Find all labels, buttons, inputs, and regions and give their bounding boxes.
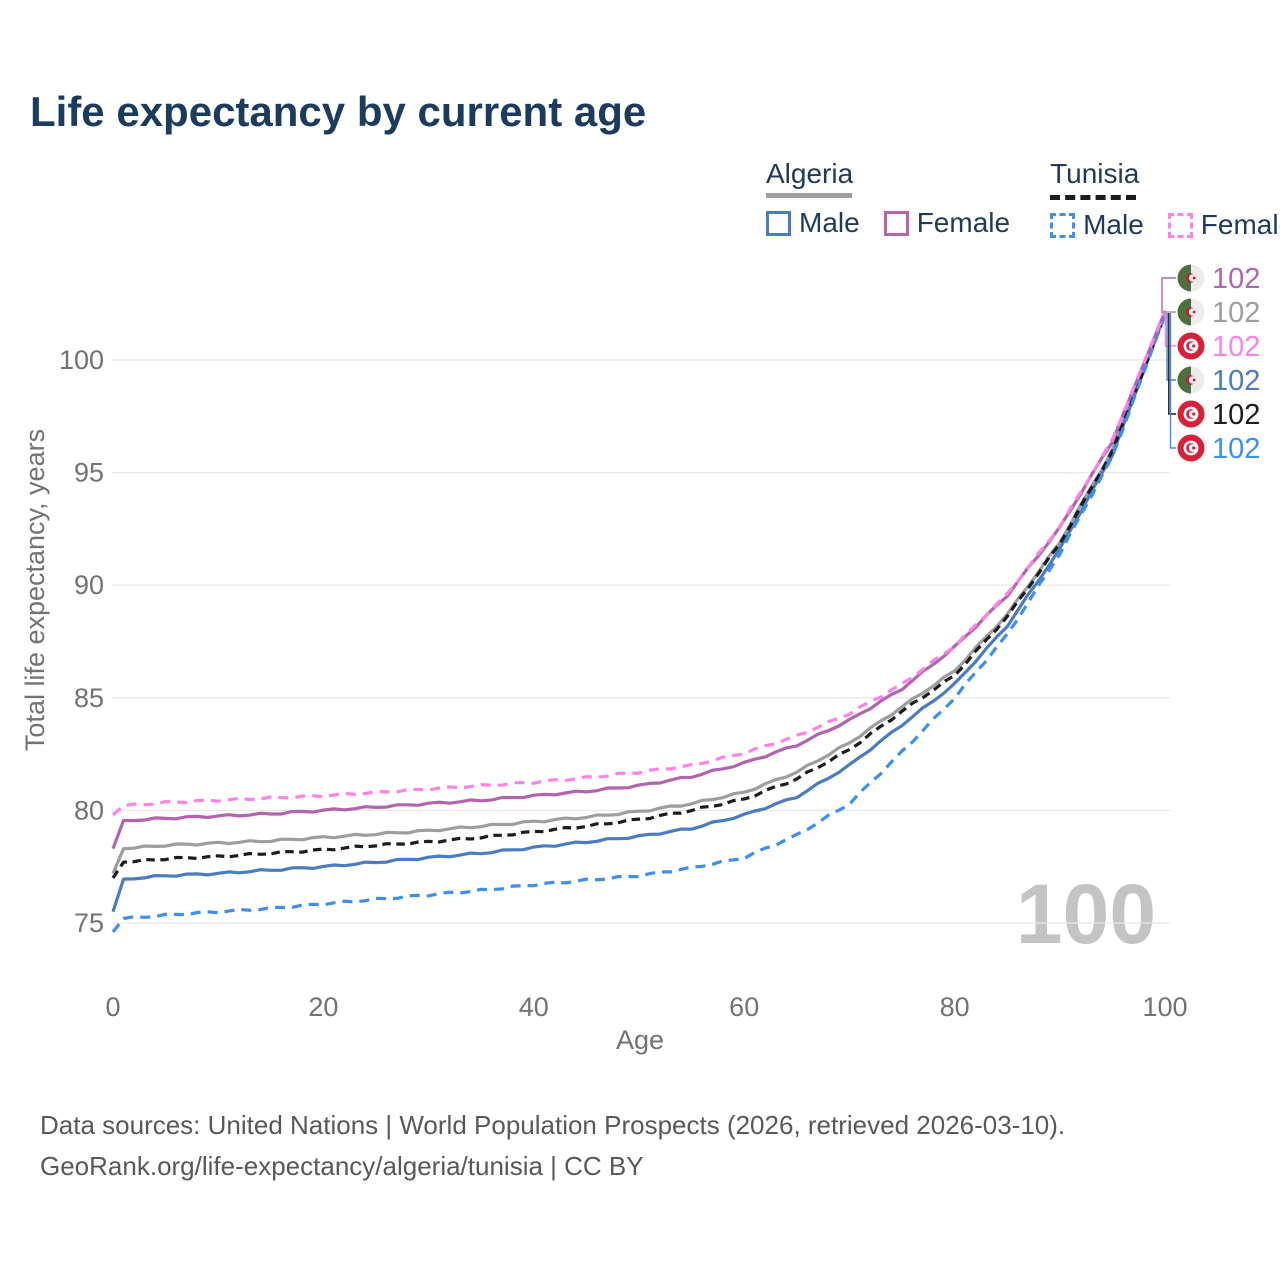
footer-sources-line: Data sources: United Nations | World Pop… — [40, 1110, 1066, 1140]
y-tick-label: 85 — [74, 683, 104, 713]
legend-label-algeria-female: Female — [916, 207, 1011, 238]
tunisia-flag-icon — [1177, 332, 1205, 360]
algeria-flag-icon — [1177, 298, 1205, 326]
tunisia-flag-icon — [1177, 400, 1205, 428]
legend-algeria-title: Algeria — [766, 158, 854, 189]
algeria-male-swatch-icon — [766, 210, 791, 236]
y-tick-label: 100 — [59, 345, 104, 375]
series-line-tunisia-male[interactable] — [111, 314, 1167, 933]
legend-label-algeria-male: Male — [799, 207, 860, 238]
end-value-label-tunisia-combined: 102 — [1212, 399, 1260, 431]
end-label-leader-line — [1164, 313, 1176, 347]
algeria-female-swatch-icon — [883, 210, 909, 236]
end-label-leader-line — [1168, 313, 1176, 415]
x-tick-label: 80 — [940, 992, 970, 1022]
y-tick-label: 95 — [74, 458, 104, 488]
legend-item-algeria-female[interactable]: Female — [883, 207, 1011, 239]
y-axis-title: Total life expectancy, years — [20, 429, 50, 751]
end-label-leader-line — [1169, 313, 1176, 449]
x-tick-label: 60 — [729, 992, 759, 1022]
series-line-algeria-combined[interactable] — [111, 312, 1167, 875]
algeria-flag-icon — [1177, 264, 1205, 292]
legend-item-tunisia-male[interactable]: Male — [1050, 209, 1144, 241]
y-tick-label: 90 — [74, 570, 104, 600]
end-label-leader-line — [1162, 311, 1176, 313]
legend-item-algeria-male[interactable]: Male — [766, 207, 860, 239]
series-line-algeria-male[interactable] — [111, 313, 1167, 913]
legend-label-tunisia-female: Female — [1200, 209, 1280, 240]
y-tick-label: 75 — [74, 908, 104, 938]
y-tick-label: 80 — [74, 795, 104, 825]
hover-age-watermark: 100 — [1016, 867, 1156, 961]
legend-tunisia-title: Tunisia — [1050, 158, 1140, 189]
end-value-label-algeria-female: 102 — [1212, 263, 1260, 295]
legend: Algeria Male Female Tunisia — [766, 158, 1280, 241]
end-value-label-algeria-combined: 102 — [1212, 297, 1260, 329]
footer-attribution-line: GeoRank.org/life-expectancy/algeria/tuni… — [40, 1151, 644, 1181]
end-label-leader-line — [1166, 313, 1176, 381]
end-label-leader-line — [1161, 277, 1176, 313]
x-tick-label: 0 — [105, 992, 120, 1022]
x-axis-title: Age — [616, 1025, 664, 1055]
legend-group-algeria: Algeria Male Female — [766, 158, 1010, 241]
algeria-flag-icon — [1177, 366, 1205, 394]
end-value-label-tunisia-male: 102 — [1212, 433, 1260, 465]
page-title: Life expectancy by current age — [30, 88, 647, 135]
series-line-tunisia-female[interactable] — [111, 309, 1167, 817]
series-line-algeria-female[interactable] — [111, 310, 1167, 850]
end-value-label-tunisia-female: 102 — [1212, 331, 1260, 363]
data-source-footer: Data sources: United Nations | World Pop… — [40, 1105, 1065, 1187]
tunisia-female-swatch-icon — [1167, 212, 1193, 238]
x-tick-label: 20 — [308, 992, 338, 1022]
x-tick-label: 40 — [519, 992, 549, 1022]
series-line-tunisia-combined[interactable] — [111, 314, 1167, 879]
x-tick-label: 100 — [1142, 992, 1187, 1022]
algeria-solid-line-key — [766, 193, 852, 198]
legend-group-tunisia: Tunisia Male Female — [1050, 158, 1280, 241]
end-value-label-algeria-male: 102 — [1212, 365, 1260, 397]
legend-label-tunisia-male: Male — [1083, 209, 1144, 240]
legend-item-tunisia-female[interactable]: Female — [1167, 209, 1280, 241]
tunisia-male-swatch-icon — [1050, 212, 1076, 238]
tunisia-flag-icon — [1177, 434, 1205, 462]
tunisia-dashed-line-key — [1050, 195, 1137, 200]
